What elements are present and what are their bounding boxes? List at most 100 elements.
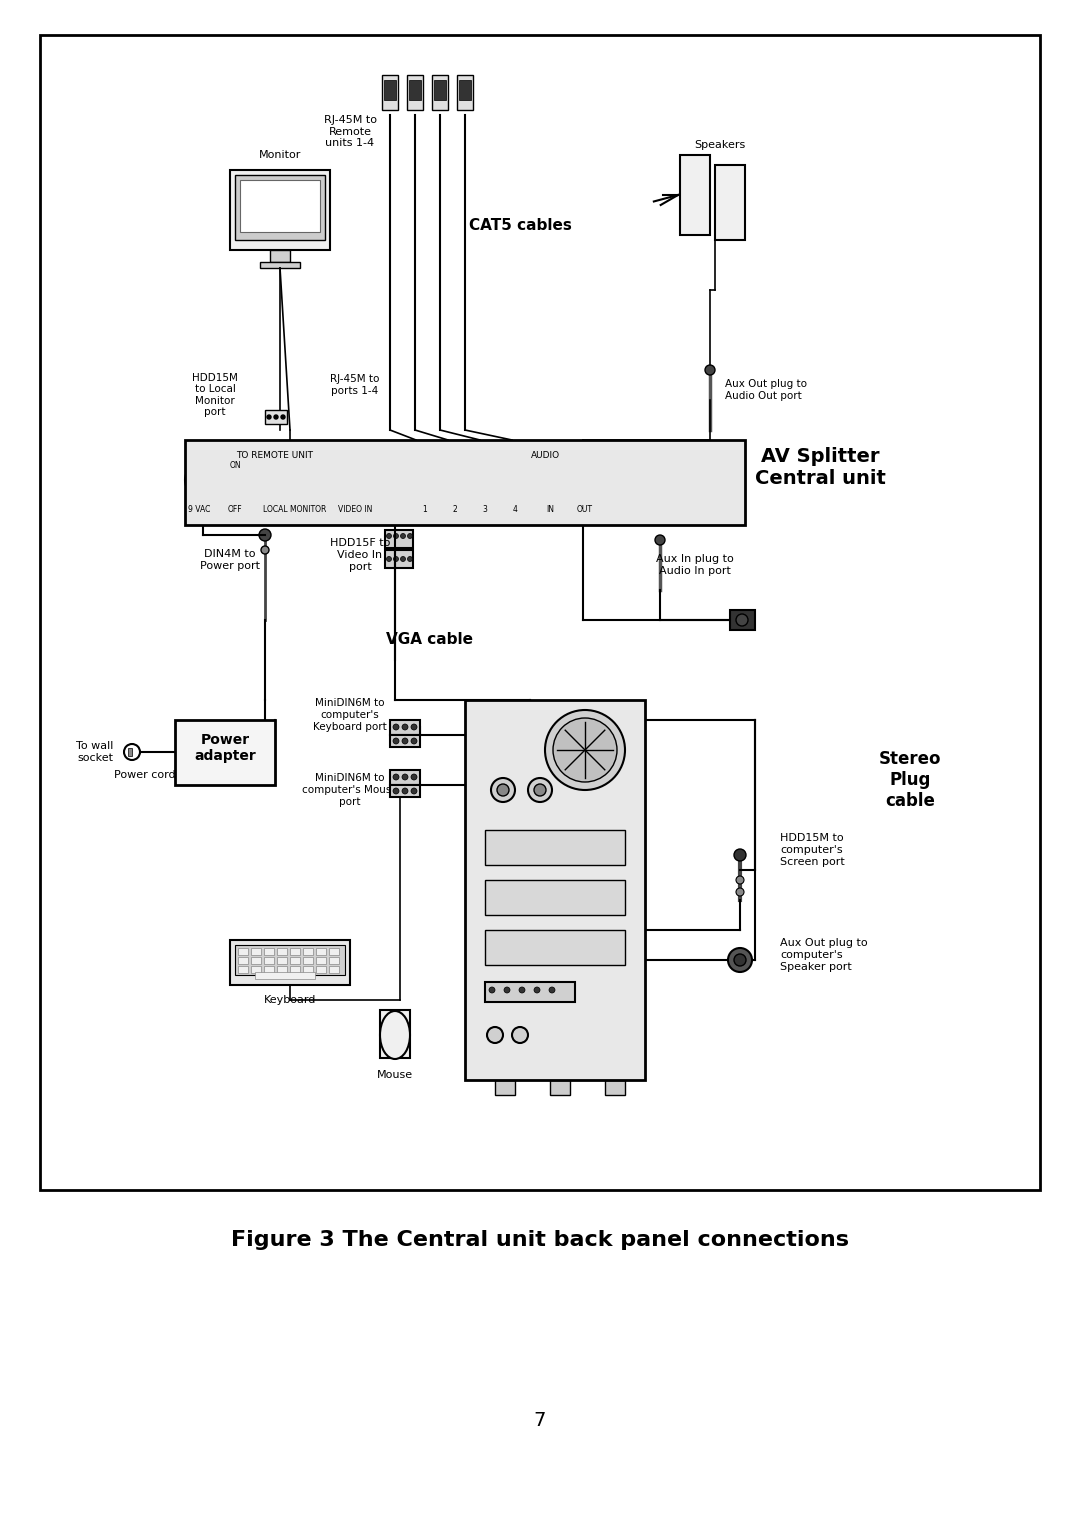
Bar (316, 965, 326, 973)
Circle shape (393, 738, 399, 744)
Bar (329, 965, 339, 973)
Bar (550, 1080, 570, 1095)
Bar (264, 958, 274, 964)
Bar (329, 958, 339, 964)
Circle shape (259, 529, 271, 541)
Circle shape (723, 177, 738, 194)
Circle shape (401, 534, 405, 538)
Text: MiniDIN6M to
computer's Mouse
port: MiniDIN6M to computer's Mouse port (302, 773, 397, 807)
Bar (265, 410, 287, 424)
Circle shape (291, 473, 294, 477)
Bar (390, 720, 420, 735)
Bar (40, 35, 1040, 1190)
Bar (291, 958, 300, 964)
Text: 4: 4 (513, 505, 517, 514)
Bar (382, 75, 399, 110)
Circle shape (407, 534, 413, 538)
Bar (230, 939, 350, 985)
Text: ON: ON (229, 461, 241, 470)
Bar (230, 169, 330, 250)
Circle shape (402, 775, 408, 779)
Bar (235, 175, 325, 239)
Text: HDD15F to
Video In
port: HDD15F to Video In port (329, 538, 390, 572)
Circle shape (504, 987, 510, 993)
Bar (432, 75, 448, 110)
Text: Stereo
Plug
cable: Stereo Plug cable (879, 750, 942, 810)
Circle shape (411, 724, 417, 730)
Bar (407, 75, 423, 110)
Bar (238, 965, 248, 973)
Text: HDD15M to
computer's
Screen port: HDD15M to computer's Screen port (780, 833, 845, 866)
Text: VIDEO IN: VIDEO IN (338, 505, 373, 514)
Bar (715, 165, 745, 239)
Circle shape (491, 778, 515, 802)
Circle shape (185, 462, 221, 499)
Bar (303, 965, 313, 973)
Bar (405, 468, 427, 493)
Bar (251, 949, 261, 955)
Bar (437, 468, 459, 493)
Bar (730, 610, 755, 630)
Circle shape (276, 473, 280, 477)
Bar (440, 470, 456, 488)
Text: OUT: OUT (577, 505, 593, 514)
Circle shape (734, 849, 746, 862)
Bar (390, 770, 420, 785)
Circle shape (692, 212, 698, 218)
Circle shape (401, 557, 405, 561)
Circle shape (579, 477, 588, 486)
Circle shape (512, 1026, 528, 1043)
Circle shape (487, 1026, 503, 1043)
Circle shape (356, 473, 360, 477)
Circle shape (728, 949, 752, 971)
Text: To wall
socket: To wall socket (77, 741, 113, 762)
Bar (465, 700, 645, 1080)
Bar (270, 250, 291, 262)
Bar (485, 880, 625, 915)
Bar (495, 1080, 515, 1095)
Bar (457, 75, 473, 110)
Bar (185, 441, 745, 525)
Text: Aux Out plug to
Audio Out port: Aux Out plug to Audio Out port (725, 380, 807, 401)
Bar (384, 551, 413, 567)
Text: TO REMOTE UNIT: TO REMOTE UNIT (237, 450, 313, 459)
Circle shape (534, 784, 546, 796)
Text: AUDIO: AUDIO (530, 450, 559, 459)
Text: Mouse: Mouse (377, 1071, 413, 1080)
Circle shape (393, 788, 399, 795)
Circle shape (402, 738, 408, 744)
Bar (605, 1080, 625, 1095)
Text: IN: IN (546, 505, 554, 514)
Bar (680, 156, 710, 235)
Circle shape (534, 987, 540, 993)
Bar (485, 930, 625, 965)
Circle shape (232, 486, 238, 493)
Circle shape (553, 718, 617, 782)
Circle shape (261, 546, 269, 554)
Circle shape (735, 615, 748, 625)
Circle shape (497, 784, 509, 796)
Text: Power
adapter: Power adapter (194, 734, 256, 762)
Text: 9 VAC: 9 VAC (188, 505, 211, 514)
Circle shape (734, 955, 746, 965)
Text: Aux Out plug to
computer's
Speaker port: Aux Out plug to computer's Speaker port (780, 938, 867, 971)
Circle shape (387, 534, 391, 538)
Bar (238, 958, 248, 964)
Bar (276, 965, 287, 973)
Bar (459, 79, 471, 101)
Bar (251, 965, 261, 973)
Bar (384, 531, 413, 547)
Bar (255, 971, 315, 979)
Bar (408, 470, 424, 488)
Circle shape (705, 364, 715, 375)
Circle shape (191, 468, 215, 493)
Bar (390, 785, 420, 798)
Text: 7: 7 (534, 1411, 546, 1429)
Circle shape (363, 473, 367, 477)
Circle shape (393, 775, 399, 779)
Circle shape (393, 557, 399, 561)
Bar (276, 958, 287, 964)
Text: Power cord: Power cord (114, 770, 176, 779)
Bar (434, 79, 446, 101)
Circle shape (528, 778, 552, 802)
